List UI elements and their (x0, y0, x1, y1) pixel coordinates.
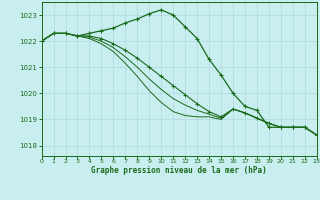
X-axis label: Graphe pression niveau de la mer (hPa): Graphe pression niveau de la mer (hPa) (91, 166, 267, 175)
